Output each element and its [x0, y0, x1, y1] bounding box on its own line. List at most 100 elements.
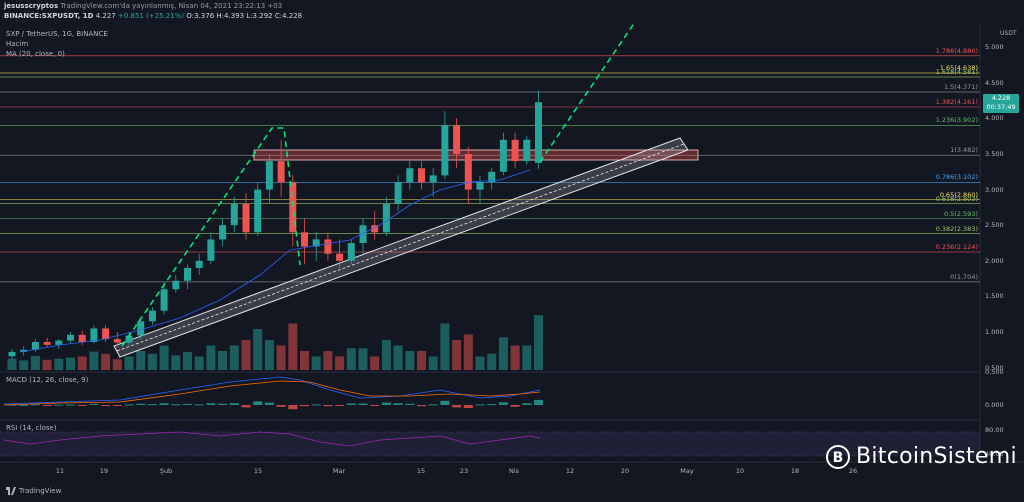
candle-body — [476, 182, 484, 190]
ma-line — [19, 169, 531, 353]
volume-bar — [323, 351, 333, 370]
candle-body — [195, 260, 203, 268]
rsi-label[interactable]: RSI (14, close) — [6, 424, 57, 432]
channel-midline — [116, 143, 685, 352]
time-tick: Şub — [159, 467, 173, 475]
macd-bar — [159, 403, 169, 405]
volume-bar — [463, 334, 473, 370]
time-tick: 15 — [416, 467, 426, 475]
macd-histogram — [7, 399, 543, 410]
candle-body — [371, 225, 379, 233]
time-tick: 26 — [848, 467, 858, 475]
macd-bar — [534, 399, 543, 405]
fib-label: 0.236(2.124) — [935, 242, 978, 251]
volume-bar — [288, 323, 298, 370]
macd-bar — [183, 403, 192, 405]
fib-label: 0.618(2.803) — [935, 194, 978, 203]
macd-bar — [463, 405, 473, 408]
macd-bar — [300, 405, 309, 407]
macd-bar — [311, 404, 321, 406]
time-tick: 12 — [565, 467, 575, 475]
candle-body — [336, 253, 344, 261]
fib-label: 1.382(4.161) — [935, 97, 978, 106]
rsi-tick-80: 80.00 — [985, 426, 1004, 434]
svg-text:B: B — [833, 450, 844, 466]
price-tick: 0.500 — [985, 363, 1004, 372]
current-price-badge: 4.228 00:37:49 — [983, 94, 1019, 113]
macd-bar — [112, 405, 122, 406]
time-tick: 23 — [459, 467, 469, 475]
volume-bar — [194, 356, 204, 370]
candle-body — [78, 334, 86, 342]
candle-body — [382, 203, 390, 233]
candle-body — [488, 171, 496, 183]
volume-bar — [229, 345, 239, 370]
price-tick: 1.000 — [985, 328, 1004, 336]
rsi-line — [3, 431, 541, 447]
volume-bar — [124, 356, 134, 370]
volume-bar — [346, 348, 356, 370]
candlestick-series — [8, 90, 542, 360]
fib-label: 1.5(4.371) — [943, 82, 978, 91]
time-tick: 18 — [790, 467, 800, 475]
candle-body — [230, 203, 238, 226]
volume-bar — [522, 345, 532, 370]
macd-bar — [335, 405, 345, 406]
macd-bar — [440, 400, 450, 405]
price-tick: 2.500 — [985, 221, 1004, 230]
macd-bar — [405, 403, 415, 405]
candle-body — [406, 168, 414, 183]
volume-bar — [300, 351, 309, 370]
price-tick: 2.000 — [985, 256, 1004, 265]
volume-bar — [54, 358, 64, 370]
fib-label: 1.236(3.902) — [935, 116, 978, 125]
projection-wave-2 — [539, 21, 636, 163]
volume-bar — [370, 356, 380, 370]
price-tick: 4.000 — [985, 114, 1004, 123]
volume-bar — [101, 353, 111, 370]
candle-body — [43, 341, 51, 345]
volume-label[interactable]: Hacim — [6, 40, 29, 48]
fib-label: 0(1.704) — [950, 272, 978, 281]
candle-countdown: 00:37:49 — [986, 103, 1016, 111]
candle-body — [277, 161, 285, 183]
candle-body — [511, 139, 519, 162]
candle-body — [125, 335, 133, 343]
macd-line — [3, 376, 541, 405]
candle-body — [184, 267, 191, 281]
ma-label[interactable]: MA (20, close, 0) — [6, 50, 65, 58]
candle-body — [359, 225, 367, 243]
candle-body — [347, 243, 355, 261]
candle-body — [301, 232, 308, 247]
price-tick: 1.500 — [985, 292, 1004, 301]
rsi-tick-40: 40.00 — [985, 450, 1004, 458]
volume-bar — [112, 359, 122, 370]
volume-bar — [428, 356, 438, 370]
fib-label: 0.786(3.102) — [935, 173, 978, 182]
macd-label[interactable]: MACD (12, 26, close, 9) — [6, 376, 89, 384]
volume-bar — [264, 340, 274, 370]
volume-bar — [241, 340, 251, 370]
macd-tick-zero: 0.000 — [985, 401, 1004, 409]
macd-bar — [370, 405, 380, 406]
candle-body — [523, 139, 531, 162]
macd-bar — [218, 403, 228, 405]
macd-bar — [30, 404, 40, 406]
macd-bar — [241, 405, 251, 408]
candle-body — [254, 189, 262, 233]
volume-bar — [498, 337, 508, 370]
time-tick: Mar — [332, 467, 346, 475]
volume-bar — [276, 345, 286, 370]
candle-body — [289, 182, 297, 233]
tradingview-logo[interactable]: TradingView — [6, 487, 61, 495]
candle-body — [113, 339, 121, 343]
macd-bar — [171, 404, 181, 406]
volume-bar — [381, 340, 391, 370]
candle-body — [429, 175, 437, 183]
macd-bar — [147, 404, 157, 406]
tradingview-icon — [6, 487, 16, 495]
macd-bar — [206, 403, 216, 405]
candle-body — [312, 239, 320, 247]
